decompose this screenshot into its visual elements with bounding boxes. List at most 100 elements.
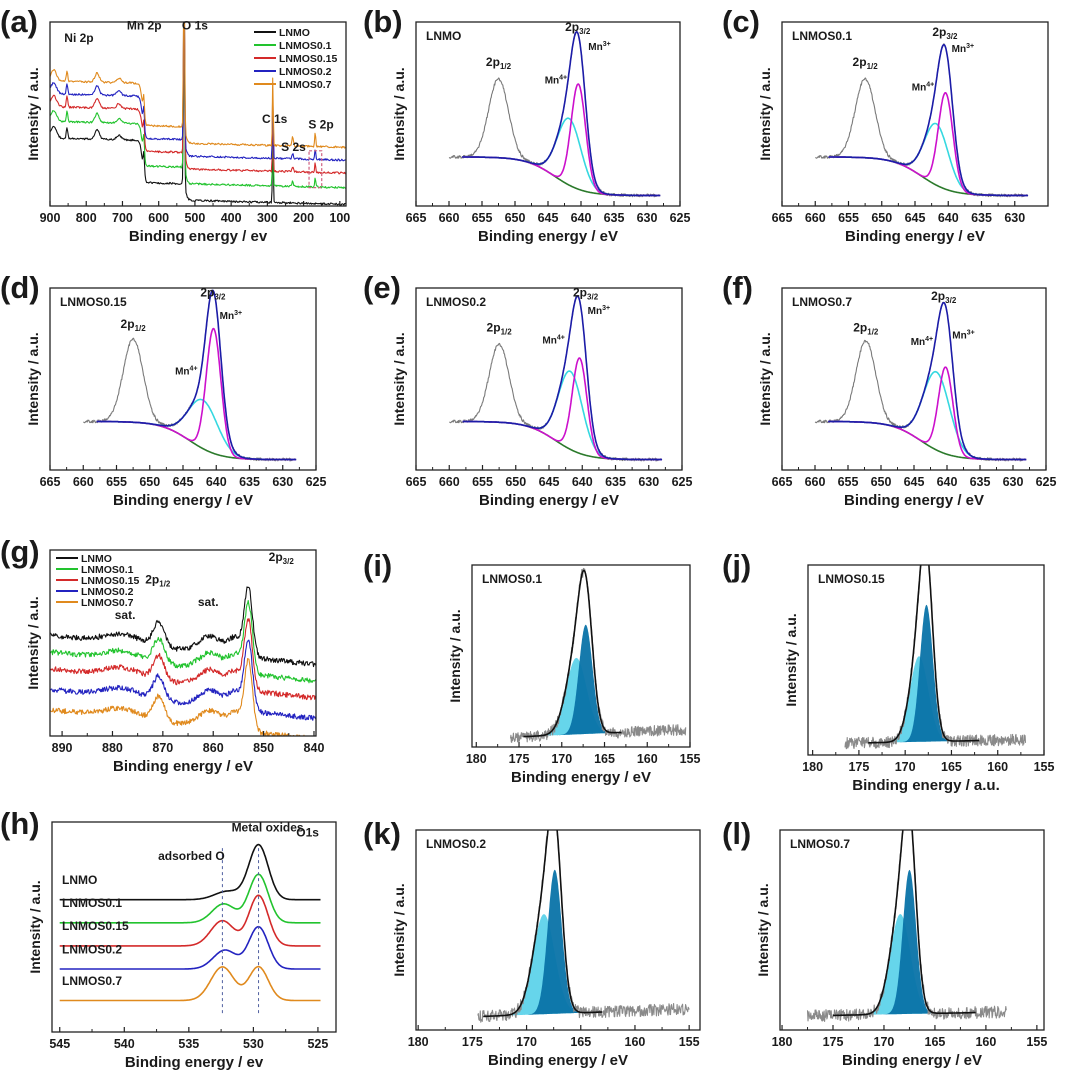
annotation-text: sat. [115,608,136,622]
component-0-line [448,30,661,198]
y-axis-label: Intensity / a.u. [783,613,799,706]
series-lnmo-line [50,586,316,668]
series-lnmos0-2-line [50,639,316,721]
x-axis-label: Binding energy / ev [125,1054,264,1071]
x-axis-label: Binding energy / ev [129,228,268,245]
x-tick-label: 625 [672,475,693,489]
x-tick-label: 625 [306,475,327,489]
x-tick-label: 660 [805,211,826,225]
annotation-superscript: 3+ [602,305,610,312]
series-lnmos0-15-line [50,618,316,701]
panel-label: (j) [722,548,751,583]
x-tick-label: 535 [178,1037,199,1051]
x-tick-label: 175 [823,1035,844,1049]
panel-b: (b) 665 660 655 650 645 640 635 630 625 Binding en… [363,4,690,245]
x-tick-label: 180 [466,752,487,766]
component-1-fill [483,869,603,1017]
x-tick-label: 170 [895,760,916,774]
x-tick-label: 655 [838,475,859,489]
peak-annotation: 2p3/2 [932,25,958,41]
panel-c: (c) 665 660 655 650 645 640 635 630 Binding energ… [722,4,1049,245]
x-tick-label: 900 [40,211,61,225]
panel-h: (h) LNMO LNMOS0.1 LNMOS0.15 LNMOS0.2 LNMOS0.7… [0,806,337,1071]
plot-frame [779,829,1045,1031]
annotation-subscript: 3/2 [579,27,591,36]
component-3-line [832,830,977,1017]
x-tick-label: 640 [938,211,959,225]
peak-annotation: Metal oxides [232,820,304,834]
component-0-line [83,289,297,462]
x-tick-label: 655 [106,475,127,489]
x-tick-label: 645 [539,475,560,489]
annotation-superscript: 3+ [603,41,611,48]
y-axis-label: Intensity / a.u. [391,67,407,160]
series-group [83,289,297,462]
x-axis-label: Binding energy / eV [113,492,253,509]
panel-label: (e) [363,270,401,305]
component-4-line [461,31,661,197]
x-tick-label: 175 [462,1035,483,1049]
x-tick-label: 660 [73,475,94,489]
y-axis-label: Intensity / a.u. [757,67,773,160]
peak-annotation: Mn3+ [588,305,610,317]
component-4-line [462,295,663,461]
x-tick-label: 650 [139,475,160,489]
annotation-superscript: 3+ [966,43,974,50]
series-group [509,567,687,743]
annotation-superscript: 4+ [190,366,198,373]
x-tick-label: 155 [680,752,701,766]
panel-title: LNMOS0.15 [60,295,127,309]
annotation-subscript: 3/2 [946,32,958,41]
x-axis-label: Binding energy / a.u. [852,777,1000,794]
component-2-line [462,370,663,461]
x-tick-label: 660 [439,211,460,225]
panel-label: (h) [0,806,40,841]
y-axis-label: Intensity / a.u. [25,67,41,160]
annotation-superscript: 3+ [234,310,242,317]
x-axis-label: Binding energy / eV [842,1052,982,1069]
x-tick-label: 165 [594,752,615,766]
x-tick-label: 170 [516,1035,537,1049]
x-tick-label: 655 [838,211,859,225]
x-axis-label: Binding energy / eV [844,492,984,509]
panel-title: LNMOS0.7 [790,837,850,851]
plot-frame [49,549,317,737]
peak-annotation: Mn3+ [952,329,974,341]
x-tick-label: 160 [975,1035,996,1049]
panel-title: LNMOS0.1 [482,572,542,586]
peak-annotation: 2p1/2 [853,55,879,71]
legend-label: LNMOS0.7 [81,597,134,609]
x-tick-label: 665 [406,475,427,489]
x-tick-label: 655 [472,211,493,225]
annotation-text: sat. [198,595,219,609]
peak-annotation: Mn4+ [542,334,564,346]
series-lnmos0-1-line [59,873,321,924]
series-group [814,301,1027,462]
legend-label: LNMO [279,27,310,39]
plot-frame [415,287,683,471]
plot-frame [781,287,1047,471]
x-tick-label: 640 [937,475,958,489]
x-tick-label: 890 [52,741,73,755]
annotation-text: Mn [220,311,234,322]
peak-annotation: 2p3/2 [931,289,957,305]
annotation-text: Mn [175,367,189,378]
component-4-line [827,301,1027,461]
legend-label: LNMOS0.7 [279,79,332,91]
x-tick-label: 645 [538,211,559,225]
x-tick-label: 630 [638,475,659,489]
x-tick-label: 180 [408,1035,429,1049]
x-tick-label: 665 [772,475,793,489]
legend-label: LNMOS0.1 [279,40,332,52]
x-axis-label: Binding energy / eV [511,769,651,786]
annotation-text: Mn 2p [127,18,162,32]
annotation-text: Ni 2p [64,31,93,45]
legend-label: LNMOS0.2 [81,586,134,598]
peak-annotation: Mn4+ [545,74,567,86]
component-2-line [96,398,297,461]
x-tick-label: 155 [679,1035,700,1049]
x-tick-label: 630 [1003,475,1024,489]
x-tick-label: 650 [505,211,526,225]
component-3-line [482,830,603,1018]
component-4-line [828,43,1029,197]
